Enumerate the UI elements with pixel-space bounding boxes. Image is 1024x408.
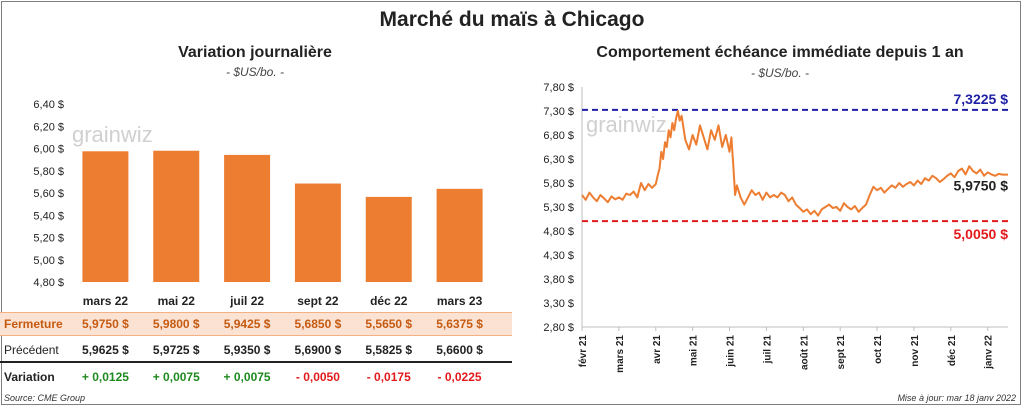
variation-value: - 0,0050 bbox=[295, 370, 340, 384]
y-tick-label: 5,80 $ bbox=[543, 178, 574, 190]
line-chart: 2,80 $ 3,30 $ 3,80 $ 4,30 $ 4,80 $ 5,30 $ 5,80… bbox=[543, 82, 1009, 373]
source-note: Source: CME Group bbox=[4, 393, 86, 403]
x-category-label: mars 22 bbox=[83, 294, 129, 308]
y-tick-label: 5,00 $ bbox=[33, 255, 64, 267]
close-value: 5,9425 $ bbox=[223, 317, 271, 331]
y-tick-label: 6,00 $ bbox=[33, 144, 64, 156]
x-category-label: mars 23 bbox=[437, 294, 483, 308]
x-tick-label: janv 22 bbox=[984, 335, 995, 370]
x-tick-label: sept 21 bbox=[836, 335, 847, 370]
last-value-label: 5,9750 $ bbox=[954, 178, 1009, 194]
y-tick-label: 5,60 $ bbox=[33, 188, 64, 200]
one-year-behavior-title: Comportement échéance immédiate depuis 1… bbox=[596, 44, 964, 61]
daily-variation-unit: - $US/bo. - bbox=[225, 65, 285, 79]
y-tick-label: 3,80 $ bbox=[543, 274, 574, 286]
y-tick-label: 6,30 $ bbox=[543, 154, 574, 166]
previous-row-label: Précédent bbox=[4, 343, 59, 357]
x-tick-label: mars 21 bbox=[615, 335, 626, 373]
bar-chart: 4,80 $ 5,00 $ 5,20 $ 5,40 $ 5,60 $ 5,80 $ 6,00… bbox=[33, 99, 483, 308]
bar bbox=[82, 151, 129, 282]
y-tick-label: 7,30 $ bbox=[543, 106, 574, 118]
y-tick-label: 4,80 $ bbox=[33, 277, 64, 289]
price-series-line bbox=[581, 110, 1008, 217]
close-value: 5,9800 $ bbox=[152, 317, 200, 331]
y-tick-label: 3,30 $ bbox=[543, 298, 574, 310]
y-tick-label: 5,80 $ bbox=[33, 166, 64, 178]
y-tick-label: 5,30 $ bbox=[543, 202, 574, 214]
x-tick-label: avr 21 bbox=[652, 335, 663, 364]
prev-value: 5,9625 $ bbox=[82, 343, 129, 357]
y-tick-label: 6,40 $ bbox=[33, 99, 64, 111]
y-tick-label: 5,20 $ bbox=[33, 233, 64, 245]
x-tick-label: juil 21 bbox=[762, 335, 773, 365]
watermark: grainwiz bbox=[586, 112, 667, 137]
update-note: Mise à jour: mar 18 janv 2022 bbox=[897, 393, 1016, 403]
x-category-label: déc 22 bbox=[370, 294, 408, 308]
variation-row: Variation + 0,0125 + 0,0075 + 0,0075 - 0,00… bbox=[0, 366, 512, 388]
x-tick-label: févr 21 bbox=[578, 335, 589, 368]
page-title: Marché du maïs à Chicago bbox=[379, 8, 645, 31]
x-tick-label: mai 21 bbox=[689, 335, 700, 367]
prev-value: 5,9350 $ bbox=[223, 343, 271, 357]
bar bbox=[294, 183, 341, 282]
x-category-label: juil 22 bbox=[229, 294, 264, 308]
x-tick-label: juin 21 bbox=[726, 335, 737, 368]
low-value-label: 5,0050 $ bbox=[954, 226, 1009, 242]
close-row: Fermeture 5,9750 $ 5,9800 $ 5,9425 $ 5,6850… bbox=[0, 312, 512, 336]
bar bbox=[436, 188, 483, 282]
variation-value: - 0,0175 bbox=[366, 370, 411, 384]
variation-row-label: Variation bbox=[4, 370, 55, 384]
bar bbox=[365, 196, 412, 282]
variation-value: + 0,0125 bbox=[81, 370, 129, 384]
high-value-label: 7,3225 $ bbox=[954, 91, 1009, 107]
close-value: 5,6850 $ bbox=[294, 317, 342, 331]
x-tick-label: déc 21 bbox=[947, 335, 958, 367]
y-tick-label: 2,80 $ bbox=[543, 322, 574, 334]
x-category-label: sept 22 bbox=[297, 294, 339, 308]
prev-value: 5,9725 $ bbox=[152, 343, 200, 357]
y-tick-label: 7,80 $ bbox=[543, 82, 574, 94]
y-tick-label: 6,20 $ bbox=[33, 121, 64, 133]
previous-row: Précédent 5,9625 $ 5,9725 $ 5,9350 $ 5,6900… bbox=[0, 339, 512, 363]
close-value: 5,6375 $ bbox=[436, 317, 483, 331]
prev-value: 5,6600 $ bbox=[436, 343, 483, 357]
bar bbox=[224, 154, 271, 282]
bar bbox=[153, 150, 200, 282]
x-tick-label: août 21 bbox=[799, 335, 810, 370]
variation-value: + 0,0075 bbox=[223, 370, 271, 384]
x-tick-label: nov 21 bbox=[910, 335, 921, 367]
variation-value: + 0,0075 bbox=[152, 370, 200, 384]
x-category-label: mai 22 bbox=[158, 294, 196, 308]
variation-value: - 0,0225 bbox=[437, 370, 482, 384]
close-row-label: Fermeture bbox=[4, 317, 63, 331]
prev-value: 5,6900 $ bbox=[294, 343, 342, 357]
one-year-behavior-unit: - $US/bo. - bbox=[750, 66, 810, 80]
close-value: 5,5650 $ bbox=[365, 317, 413, 331]
close-value: 5,9750 $ bbox=[82, 317, 129, 331]
y-tick-label: 5,40 $ bbox=[33, 210, 64, 222]
watermark: grainwiz bbox=[72, 122, 153, 147]
y-tick-label: 6,80 $ bbox=[543, 130, 574, 142]
y-tick-label: 4,30 $ bbox=[543, 250, 574, 262]
y-tick-label: 4,80 $ bbox=[543, 226, 574, 238]
prev-value: 5,5825 $ bbox=[365, 343, 413, 357]
x-tick-label: oct 21 bbox=[873, 335, 884, 364]
daily-variation-title: Variation journalière bbox=[178, 44, 332, 61]
